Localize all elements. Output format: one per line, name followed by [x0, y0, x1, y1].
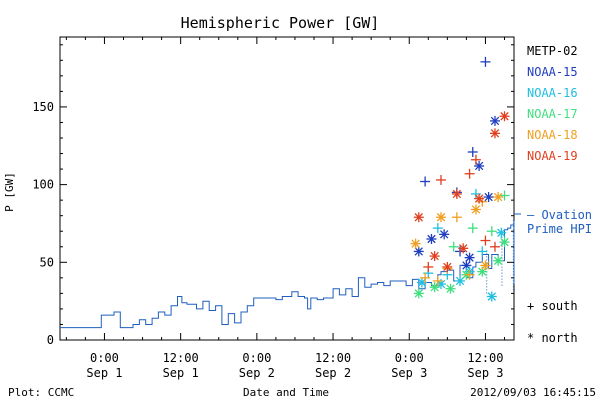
- ovation-step-path: [60, 220, 515, 329]
- data-point-noaa-19-north: [429, 251, 440, 262]
- data-point-noaa-15-north: [413, 246, 424, 257]
- legend-entry-noaa-17: NOAA-17: [527, 107, 578, 121]
- data-point-noaa-15-south: [480, 56, 491, 67]
- y-tick-label: 0: [47, 333, 54, 347]
- data-point-noaa-19-north: [413, 212, 424, 223]
- y-axis-ticks: 0 50 100 150: [32, 44, 514, 347]
- data-point-noaa-19-north: [474, 193, 485, 204]
- data-point-noaa-16-north: [455, 275, 466, 286]
- data-point-noaa-18-north: [480, 260, 491, 271]
- data-point-noaa-18-north: [493, 192, 504, 203]
- y-axis-label: P [GW]: [3, 172, 16, 212]
- x-tick-time: 12:00: [163, 351, 199, 365]
- legend-entry-noaa-19: NOAA-19: [527, 149, 578, 163]
- data-points: [410, 56, 510, 302]
- data-point-noaa-15-north: [474, 160, 485, 171]
- data-point-noaa-15-north: [426, 234, 437, 244]
- data-point-noaa-15-north: [489, 115, 500, 126]
- legend-south-key: + south: [527, 299, 578, 313]
- data-point-noaa-19-south: [470, 154, 481, 165]
- data-point-noaa-17-north: [413, 288, 424, 299]
- data-point-noaa-16-north: [496, 227, 507, 238]
- data-point-noaa-19-north: [442, 261, 453, 272]
- data-point-noaa-17-south: [499, 190, 510, 201]
- legend-entry-noaa-16: NOAA-16: [527, 86, 578, 100]
- legend-entry-noaa-15: NOAA-15: [527, 65, 578, 79]
- data-point-noaa-19-north: [451, 188, 462, 199]
- y-tick-label: 150: [32, 100, 54, 114]
- chart-title: Hemispheric Power [GW]: [181, 14, 380, 32]
- data-point-noaa-17-south: [486, 226, 497, 237]
- x-tick-time: 0:00: [242, 351, 271, 365]
- data-point-noaa-15-north: [439, 229, 450, 240]
- data-point-noaa-18-south: [420, 272, 431, 283]
- data-point-noaa-16-south: [477, 246, 488, 257]
- data-point-noaa-17-south: [467, 223, 478, 234]
- data-point-noaa-19-south: [464, 168, 475, 179]
- ovation-label-2: Prime HPI: [527, 222, 592, 236]
- x-tick-date: Sep 1: [163, 366, 199, 380]
- legend: METP-02 NOAA-15 NOAA-16 NOAA-17 NOAA-18 NOAA-…: [527, 44, 578, 345]
- data-point-noaa-17-north: [499, 237, 510, 248]
- data-point-noaa-15-north: [483, 192, 494, 203]
- data-point-noaa-16-south: [432, 223, 443, 234]
- data-point-noaa-15-south: [420, 176, 431, 187]
- data-point-noaa-18-north: [470, 204, 481, 215]
- x-tick-time: 12:00: [467, 351, 503, 365]
- data-point-noaa-19-north: [499, 111, 510, 122]
- data-point-noaa-16-north: [486, 291, 497, 302]
- data-point-noaa-18-south: [451, 212, 462, 223]
- data-point-noaa-17-south: [448, 241, 459, 252]
- x-tick-time: 0:00: [395, 351, 424, 365]
- legend-entry-metp-02: METP-02: [527, 44, 578, 58]
- data-point-noaa-19-north: [458, 243, 469, 254]
- x-tick-date: Sep 2: [315, 366, 351, 380]
- x-tick-date: Sep 1: [86, 366, 122, 380]
- data-point-noaa-19-north: [489, 128, 500, 139]
- plot-credit: Plot: CCMC: [8, 386, 74, 399]
- x-tick-date: Sep 2: [239, 366, 275, 380]
- data-point-noaa-15-north: [461, 260, 472, 271]
- data-point-noaa-18-south: [464, 269, 475, 280]
- plot-timestamp: 2012/09/03 16:45:15: [470, 386, 596, 399]
- y-tick-label: 100: [32, 178, 54, 192]
- x-tick-time: 0:00: [90, 351, 119, 365]
- data-point-noaa-17-north: [429, 282, 440, 293]
- data-point-noaa-19-south: [436, 174, 446, 185]
- data-point-noaa-18-north: [436, 212, 446, 223]
- x-tick-time: 12:00: [315, 351, 351, 365]
- data-point-noaa-17-north: [445, 283, 456, 294]
- data-point-noaa-19-south: [480, 235, 491, 246]
- x-axis-label: Date and Time: [243, 386, 329, 399]
- legend-north-key: * north: [527, 331, 578, 345]
- x-tick-date: Sep 3: [391, 366, 427, 380]
- data-point-noaa-15-north: [464, 252, 475, 263]
- y-tick-label: 50: [40, 255, 54, 269]
- data-point-noaa-17-north: [493, 255, 504, 266]
- data-point-noaa-19-south: [423, 261, 434, 272]
- data-point-noaa-19-south: [489, 241, 500, 252]
- ovation-label: — Ovation: [527, 208, 592, 222]
- legend-entry-noaa-18: NOAA-18: [527, 128, 578, 142]
- plot-frame: [59, 36, 515, 341]
- data-point-noaa-18-north: [410, 238, 421, 249]
- x-tick-date: Sep 3: [467, 366, 503, 380]
- data-point-noaa-18-south: [432, 275, 443, 286]
- data-point-noaa-15-south: [467, 146, 478, 157]
